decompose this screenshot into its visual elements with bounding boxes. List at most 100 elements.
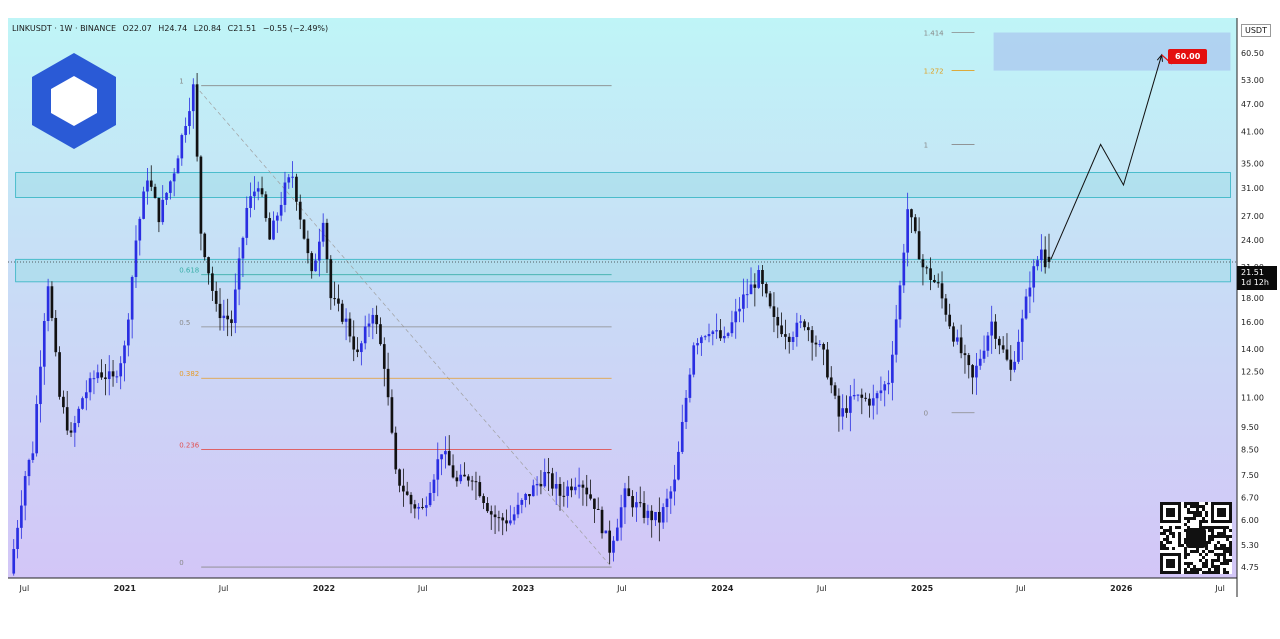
time-tick-label: 2021 [114,584,137,593]
qr-module [1217,553,1220,556]
qr-module [1160,532,1163,535]
candle-body [692,345,696,375]
candle-body [975,365,978,378]
qr-module [1205,526,1208,529]
candle-body [493,514,497,518]
candle-body [933,279,936,283]
candle-body [929,268,932,280]
qr-module [1229,535,1232,538]
candle-body [1009,359,1013,370]
fib-level-label: 0 [179,559,183,567]
candle-body [340,303,344,322]
candle-body [325,222,329,260]
current-price-tag: 21.51 1d 12h [1237,266,1277,290]
qr-module [1229,544,1232,547]
candle-body [211,273,214,291]
qr-module [1169,541,1172,544]
qr-module [1229,553,1232,556]
qr-module [1184,505,1187,508]
qr-module [1199,523,1202,526]
qr-module [1193,511,1196,514]
qr-module [1223,544,1226,547]
candle-body [195,84,199,157]
qr-module [1205,559,1208,562]
candle-body [318,241,321,261]
candle-body [402,485,405,492]
qr-module [1163,529,1166,532]
qr-module [1193,571,1196,574]
candle-body [917,231,921,260]
candle-body [753,284,757,288]
price-tick-label: 5.30 [1241,541,1259,550]
price-tick-label: 18.00 [1241,294,1264,303]
candle-body [348,318,352,337]
candle-body [149,180,153,187]
qr-module [1208,571,1211,574]
candle-body [35,404,38,454]
candle-body [371,314,375,324]
candle-body [730,322,734,334]
qr-module [1199,553,1202,556]
candle-body [111,371,115,377]
qr-module [1217,568,1220,571]
candle-body [593,498,596,509]
candle-body [184,126,187,136]
qr-module [1211,532,1214,535]
high-value: H24.74 [158,24,188,33]
currency-unit-button[interactable]: USDT [1241,24,1271,37]
qr-module [1202,520,1205,523]
candle-body [279,204,283,216]
time-axis-background [8,578,1273,597]
change-value: −0.55 (−2.49%) [262,24,329,33]
candle-body [69,430,73,433]
candle-body [138,218,142,241]
candle-body [791,337,795,342]
candle-body [1036,260,1039,267]
candle-body [963,353,967,356]
candle-body [253,191,256,197]
qr-module [1211,526,1214,529]
ticker-info: LINKUSDT · 1W · BINANCE O22.07 H24.74 L2… [12,24,332,33]
candle-body [100,372,103,378]
candle-body [612,540,615,553]
candle-body [337,298,340,304]
qr-module [1187,508,1190,511]
time-tick-label: Jul [616,584,627,593]
time-tick-label: Jul [218,584,229,593]
candle-body [58,352,61,397]
plot-background [8,18,1237,578]
qr-module [1214,535,1217,538]
candle-body [814,342,818,345]
qr-module [1226,547,1229,550]
candle-body [314,260,317,272]
candle-body [581,484,585,488]
qr-module [1226,535,1229,538]
candle-body [810,330,814,343]
qr-module [1160,541,1163,544]
qr-module [1211,571,1214,574]
candle-body [92,378,96,380]
qr-module [1184,553,1187,556]
fib-level-label: 1 [179,78,183,86]
qr-module [1199,526,1202,529]
qr-module [1184,523,1187,526]
candle-body [822,344,825,350]
candle-body [944,298,948,315]
candle-body [803,321,806,328]
chainlink-logo [32,53,116,149]
candle-body [516,504,520,515]
qr-module [1211,550,1214,553]
price-tick-label: 12.50 [1241,368,1264,377]
qr-module [1223,568,1226,571]
qr-module [1220,553,1223,556]
candle-body [776,316,780,326]
qr-module [1184,529,1187,532]
candle-body [478,482,482,497]
qr-module [1178,544,1181,547]
candle-body [940,283,944,299]
candle-body [444,451,447,455]
candle-body [356,349,359,353]
candle-body [169,181,172,193]
qr-module [1205,514,1208,517]
